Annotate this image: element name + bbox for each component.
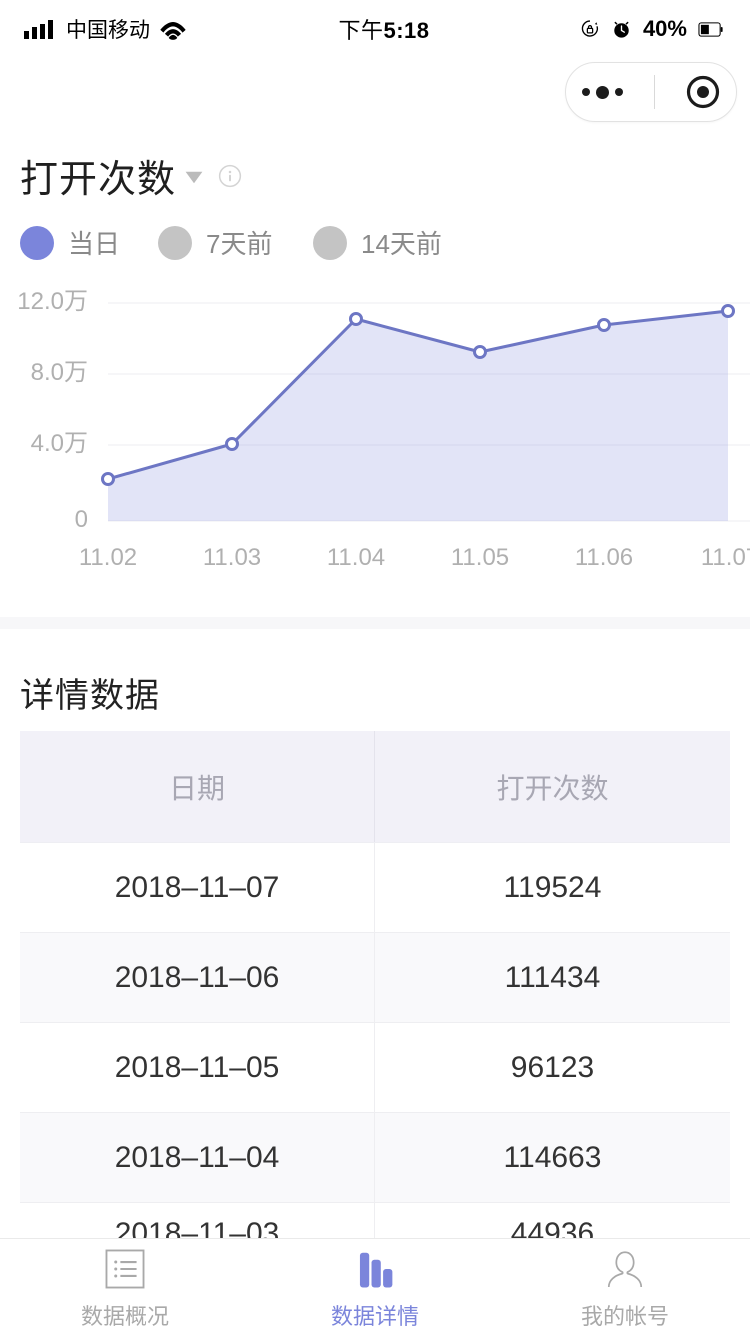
svg-text:0: 0: [75, 506, 88, 533]
svg-text:8.0万: 8.0万: [31, 359, 88, 386]
svg-text:4.0万: 4.0万: [31, 430, 88, 457]
svg-text:11.04: 11.04: [327, 544, 385, 571]
svg-text:12.0万: 12.0万: [17, 290, 88, 315]
svg-text:11.07: 11.07: [701, 544, 750, 571]
svg-text:11.06: 11.06: [575, 544, 633, 571]
svg-text:11.02: 11.02: [79, 544, 137, 571]
svg-text:11.03: 11.03: [203, 544, 261, 571]
svg-text:11.05: 11.05: [451, 544, 509, 571]
